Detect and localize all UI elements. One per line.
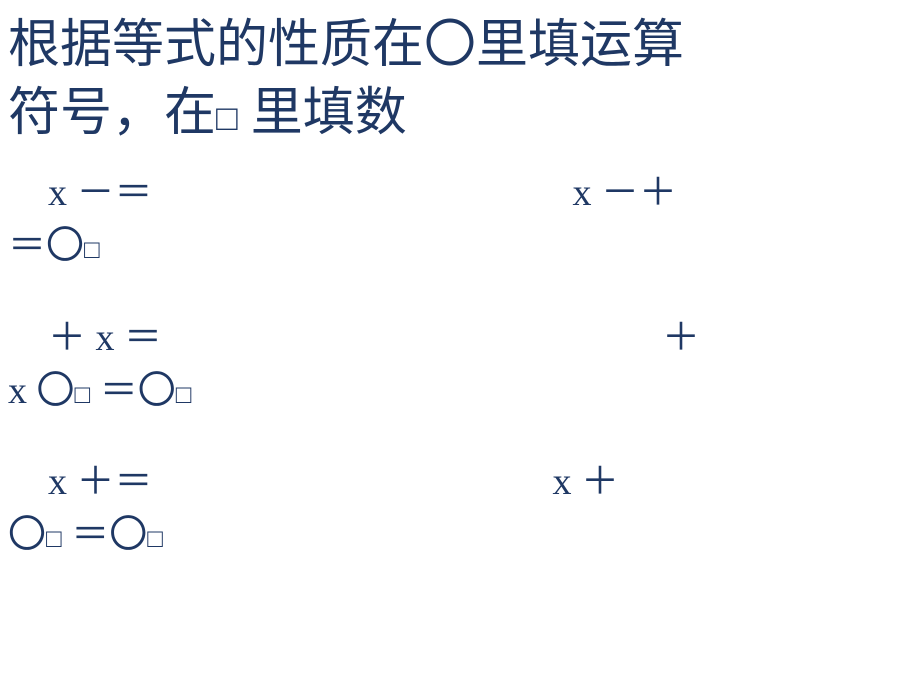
title-line2-part2: 里填数 xyxy=(238,85,407,142)
p2-right: ＋ xyxy=(662,317,700,359)
p3-l2-p2: ＝〇 xyxy=(62,514,148,556)
problem-2: ＋ x ＝＋ x 〇□ ＝〇□ xyxy=(8,312,912,418)
problem-1-line1: x －＝ x －＋ xyxy=(8,167,912,220)
p3-l2-sq2: □ xyxy=(147,524,163,553)
p1-left: x －＝ xyxy=(48,172,153,214)
title-line2-part1: 符号，在 xyxy=(8,85,216,142)
p3-right: x ＋ xyxy=(553,461,620,503)
p3-l2-sq1: □ xyxy=(46,524,62,553)
p1-right: x －＋ xyxy=(573,172,678,214)
p3-l2-p1: 〇 xyxy=(8,514,46,556)
p2-left: ＋ x ＝ xyxy=(48,317,162,359)
page-title: 根据等式的性质在〇里填运算 符号，在□ 里填数 xyxy=(8,12,912,147)
p1-l2: ＝〇 xyxy=(8,225,84,267)
problem-1: x －＝ x －＋ ＝〇□ xyxy=(8,167,912,273)
p2-l2-p1: x 〇 xyxy=(8,370,75,412)
p1-l2-sq: □ xyxy=(84,235,100,264)
p2-l2-sq2: □ xyxy=(176,380,192,409)
problems-section: x －＝x －＋ ＝〇□ ＋ x ＝＋ x 〇□ ＝〇□ x ＋＝x ＋ 〇□ … xyxy=(8,167,912,562)
problem-3-line1: x ＋＝ x ＋ xyxy=(8,456,912,509)
problem-3-line2: 〇□ ＝〇□ xyxy=(8,509,912,562)
p2-l2-sq1: □ xyxy=(75,380,91,409)
problem-3: x ＋＝x ＋ 〇□ ＝〇□ xyxy=(8,456,912,562)
page-container: 根据等式的性质在〇里填运算 符号，在□ 里填数 x －＝x －＋ ＝〇□ ＋ x… xyxy=(0,0,920,612)
title-line1: 根据等式的性质在〇里填运算 xyxy=(8,17,684,74)
problem-1-line2: ＝〇□ xyxy=(8,220,912,273)
p2-l2-p2: ＝〇 xyxy=(90,370,176,412)
problem-2-line2: x 〇□ ＝〇□ xyxy=(8,365,912,418)
problem-2-line1: ＋ x ＝ ＋ xyxy=(8,312,912,365)
p3-left: x ＋＝ xyxy=(48,461,153,503)
title-square-symbol: □ xyxy=(216,98,238,138)
